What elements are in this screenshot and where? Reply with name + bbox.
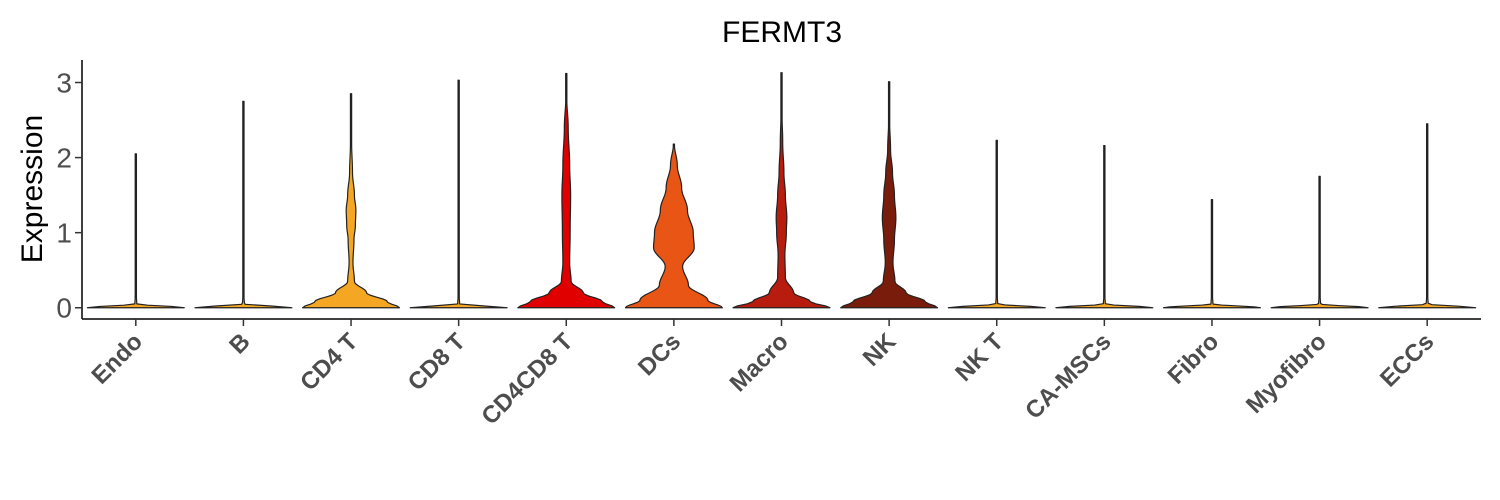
x-tick-label: NK T	[950, 328, 1009, 387]
chart-title: FERMT3	[722, 16, 842, 49]
y-tick-label: 1	[56, 218, 72, 249]
x-tick-label: CA-MSCs	[1020, 328, 1116, 424]
x-tick-label: Fibro	[1163, 328, 1225, 390]
x-tick-label: B	[224, 328, 255, 359]
x-tick-label: ECCs	[1375, 328, 1439, 392]
violin-ca-mscs	[1055, 144, 1154, 309]
x-tick-label: Myofibro	[1241, 328, 1332, 419]
violin-cd8-t	[409, 79, 508, 309]
x-tick-label: Endo	[87, 328, 149, 390]
y-tick-label: 2	[56, 143, 72, 174]
y-axis-label: Expression	[16, 115, 49, 263]
violin-eccs	[1378, 123, 1477, 309]
y-ticks: 0 1 2 3	[56, 68, 82, 324]
violin-b	[194, 100, 293, 309]
x-tick-label: NK	[858, 328, 902, 372]
x-tick-label: CD4 T	[295, 328, 363, 396]
violin-fibro	[1162, 199, 1261, 309]
y-tick-label: 0	[56, 293, 72, 324]
x-tick-label: CD8 T	[403, 328, 471, 396]
x-tick-label: CD4CD8 T	[476, 328, 578, 430]
y-tick-label: 3	[56, 68, 72, 99]
violin-endo	[86, 153, 185, 309]
violins-layer	[86, 72, 1477, 309]
x-ticks: Endo B CD4 T CD8 T CD4CD8 T DCs Macro NK NK T CA-…	[87, 319, 1439, 430]
violin-myofibro	[1270, 175, 1369, 309]
violin-cd4cd8-t	[517, 72, 616, 309]
x-tick-label: DCs	[633, 328, 686, 381]
violin-macro	[732, 72, 831, 309]
violin-cd4-t	[302, 93, 401, 309]
violin-nk-t	[947, 139, 1046, 309]
violin-nk	[840, 81, 939, 309]
violin-dcs	[624, 143, 723, 309]
x-tick-label: Macro	[725, 328, 794, 397]
